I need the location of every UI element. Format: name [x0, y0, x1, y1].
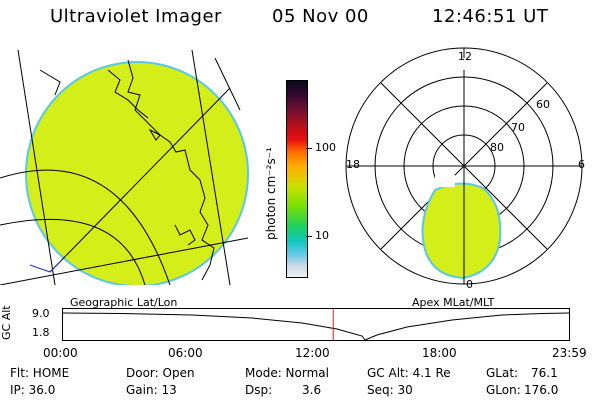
- colorbar-tickmark-10: [306, 236, 312, 237]
- status-glon-label: GLon:: [486, 383, 521, 397]
- status-dsp-value: 3.6: [302, 383, 322, 397]
- orbit-xtick-4: 23:59: [552, 346, 587, 360]
- geo-image-disk: [25, 61, 249, 285]
- mlat-label-70: 70: [511, 121, 525, 134]
- status-glat-label: GLat:: [486, 366, 519, 380]
- orbit-xtick-0: 00:00: [43, 346, 78, 360]
- orbit-xtick-1: 06:00: [168, 346, 203, 360]
- status-sequence: Seq: 30: [367, 383, 413, 397]
- mlt-label-12: 12: [458, 50, 472, 63]
- colorbar-tick-10: 10: [315, 229, 329, 242]
- orbit-ymax: 9.0: [32, 307, 50, 320]
- instrument-title: Ultraviolet Imager: [50, 6, 222, 27]
- date-label: 05 Nov 00: [272, 6, 369, 27]
- mlt-label-0: 0: [466, 278, 473, 291]
- mlat-label-60: 60: [536, 98, 550, 111]
- mlat-label-80: 80: [490, 141, 504, 154]
- orbit-ylabel: GC Alt: [0, 305, 13, 340]
- mlt-label-18: 18: [346, 158, 360, 171]
- status-mode: Mode: Normal: [245, 366, 329, 380]
- status-glat-value: 76.1: [531, 366, 558, 380]
- mlt-label-6: 6: [578, 158, 585, 171]
- status-gc-altitude: GC Alt: 4.1 Re: [367, 366, 451, 380]
- status-dsp-label: Dsp:: [245, 383, 273, 397]
- orbit-xtick-2: 12:00: [295, 346, 330, 360]
- colorbar-tick-100: 100: [315, 141, 336, 154]
- time-label: 12:46:51 UT: [432, 6, 549, 27]
- status-door: Door: Open: [126, 366, 195, 380]
- status-flight: Flt: HOME: [10, 366, 70, 380]
- status-gain: Gain: 13: [126, 383, 177, 397]
- colorbar-label: photon cm⁻²s⁻¹: [264, 147, 278, 240]
- status-glon-value: 176.0: [524, 383, 559, 397]
- orbit-ymin: 1.8: [32, 326, 50, 339]
- orbit-xtick-3: 18:00: [422, 346, 457, 360]
- colorbar: [286, 80, 308, 278]
- polar-caption: Apex MLat/MLT: [412, 296, 495, 309]
- geographic-map: [0, 49, 249, 285]
- auroral-oval-region: [421, 182, 502, 280]
- geo-caption: Geographic Lat/Lon: [70, 296, 178, 309]
- status-ip: IP: 36.0: [10, 383, 56, 397]
- orbit-altitude-plot: [62, 308, 570, 341]
- polar-plot: [345, 47, 583, 285]
- colorbar-tickmark-100: [306, 148, 312, 149]
